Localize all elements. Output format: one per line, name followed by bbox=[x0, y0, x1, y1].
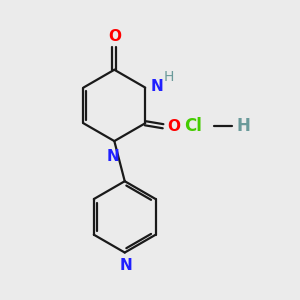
Text: N: N bbox=[151, 79, 163, 94]
Text: O: O bbox=[167, 119, 181, 134]
Text: Cl: Cl bbox=[184, 117, 202, 135]
Text: N: N bbox=[106, 149, 119, 164]
Text: H: H bbox=[164, 70, 174, 84]
Text: N: N bbox=[120, 259, 133, 274]
Text: O: O bbox=[108, 29, 121, 44]
Text: H: H bbox=[236, 117, 250, 135]
